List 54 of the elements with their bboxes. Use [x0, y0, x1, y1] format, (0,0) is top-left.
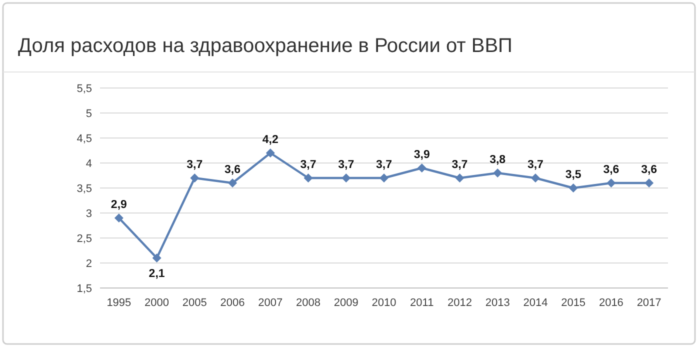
- data-label: 3,6: [641, 164, 658, 176]
- point: [530, 174, 540, 182]
- y-tick-label: 3,5: [76, 182, 92, 195]
- data-label: 3,7: [186, 159, 203, 171]
- point: [228, 178, 238, 188]
- y-tick-label: 5,5: [76, 82, 92, 95]
- data-label: 3,5: [565, 169, 582, 181]
- y-tick-label: 2,5: [76, 232, 92, 245]
- x-tick-label: 2009: [334, 297, 358, 309]
- x-tick-label: 1995: [106, 297, 132, 309]
- y-tick-label: 4: [86, 158, 92, 170]
- point: [304, 174, 313, 182]
- x-tick-label: 2014: [523, 297, 548, 309]
- data-label: 3,6: [224, 164, 241, 176]
- data-label: 3,7: [527, 159, 544, 171]
- data-label: 3,9: [414, 149, 430, 161]
- x-tick-label: 2017: [636, 297, 662, 309]
- data-label: 2,1: [148, 268, 166, 280]
- data-label: 3,6: [603, 164, 620, 176]
- x-tick-label: 2016: [598, 297, 624, 309]
- point: [606, 178, 616, 188]
- data-label: 2,9: [110, 199, 127, 211]
- point: [266, 148, 275, 158]
- chart-title: Доля расходов на здравоохранение в России от ВВП: [18, 35, 512, 57]
- x-tick-label: 2005: [182, 297, 207, 309]
- data-label: 3,7: [376, 159, 392, 171]
- x-tick-label: 2008: [296, 297, 321, 309]
- y-tick-label: 3: [86, 208, 92, 220]
- x-tick-label: 2011: [410, 297, 434, 309]
- x-tick-label: 2006: [220, 297, 245, 309]
- point: [568, 184, 578, 192]
- y-tick-label: 4,5: [76, 132, 92, 145]
- data-label: 3,7: [338, 159, 354, 171]
- x-tick-label: 2010: [372, 297, 396, 309]
- point: [455, 174, 464, 182]
- point: [114, 214, 124, 222]
- data-label: 3,7: [452, 159, 468, 171]
- point: [644, 178, 654, 188]
- point: [417, 164, 426, 172]
- x-tick-label: 2007: [258, 297, 283, 309]
- point: [152, 254, 162, 262]
- y-tick-label: 5: [86, 108, 92, 120]
- data-label: 3,7: [300, 159, 316, 171]
- point: [190, 174, 200, 182]
- x-tick-label: 2012: [447, 297, 472, 309]
- point: [380, 174, 388, 182]
- x-tick-label: 2015: [561, 297, 586, 309]
- data-label: 3,8: [490, 154, 506, 166]
- data-label: 4,2: [262, 134, 278, 146]
- y-tick-label: 2: [86, 258, 92, 270]
- x-tick-label: 2000: [144, 297, 170, 309]
- point: [493, 168, 502, 178]
- y-tick-label: 1,5: [76, 282, 92, 295]
- x-tick-label: 2013: [485, 297, 510, 309]
